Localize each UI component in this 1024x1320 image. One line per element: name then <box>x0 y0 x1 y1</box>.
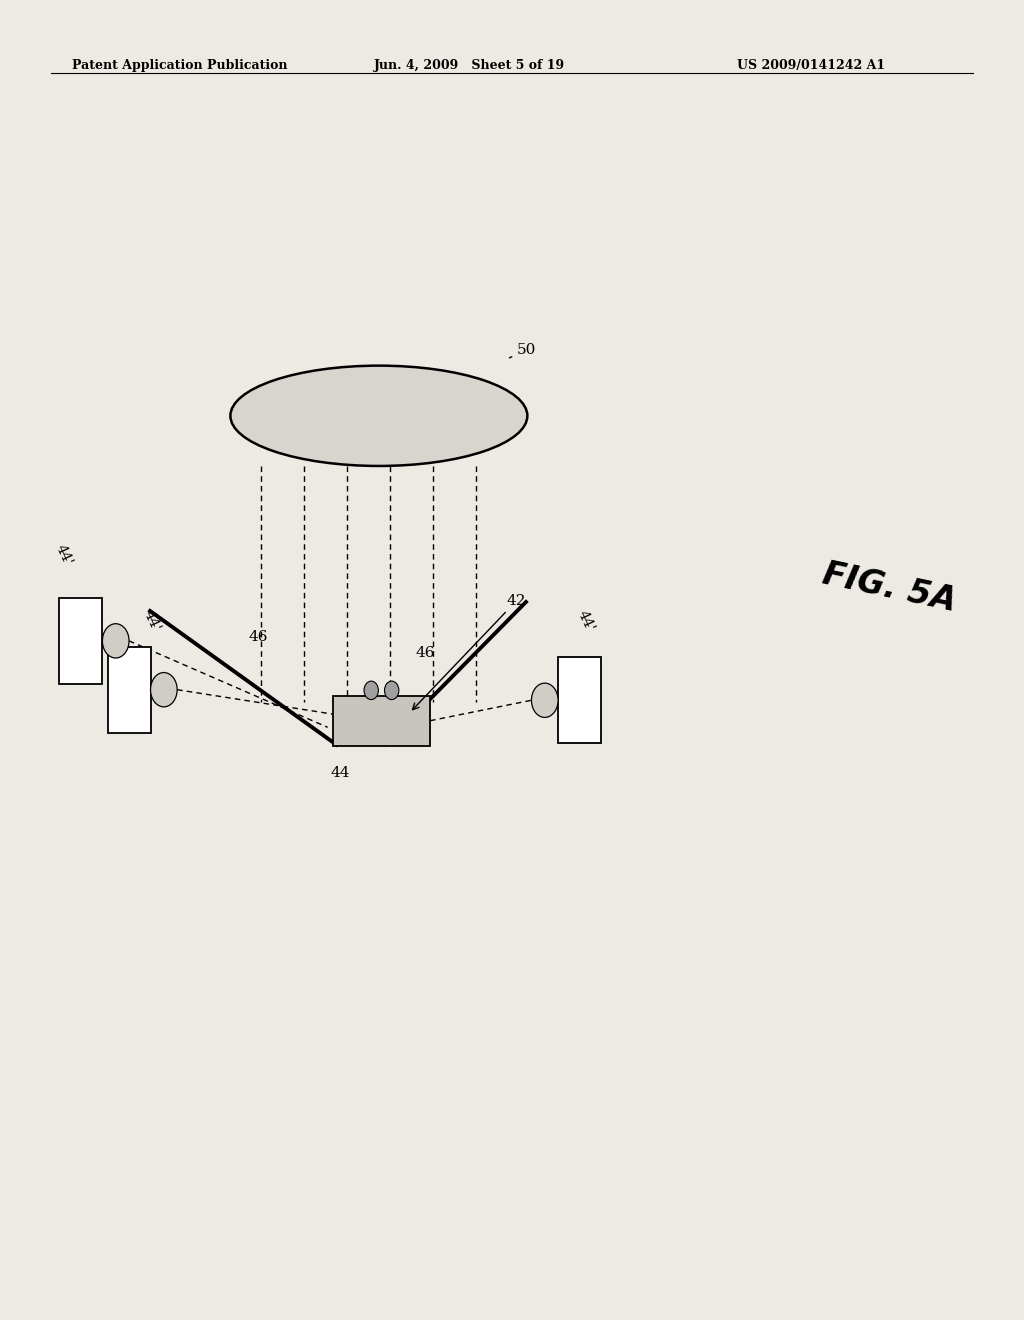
Text: 42: 42 <box>413 594 526 710</box>
Circle shape <box>151 672 177 706</box>
Circle shape <box>531 682 558 718</box>
Text: Jun. 4, 2009   Sheet 5 of 19: Jun. 4, 2009 Sheet 5 of 19 <box>374 59 565 73</box>
Circle shape <box>102 624 129 657</box>
Text: 46: 46 <box>415 645 435 660</box>
Text: 44: 44 <box>330 766 350 780</box>
Text: US 2009/0141242 A1: US 2009/0141242 A1 <box>737 59 886 73</box>
Bar <box>108 647 151 733</box>
Circle shape <box>365 681 379 700</box>
Circle shape <box>385 681 399 700</box>
Text: 50: 50 <box>509 343 537 358</box>
Bar <box>558 657 601 743</box>
Text: FIG. 5A: FIG. 5A <box>819 557 958 618</box>
Ellipse shape <box>230 366 527 466</box>
Text: Patent Application Publication: Patent Application Publication <box>72 59 287 73</box>
Text: 44': 44' <box>574 609 597 634</box>
Text: 44': 44' <box>140 609 163 634</box>
Bar <box>333 696 430 746</box>
Bar <box>59 598 102 684</box>
Text: 46: 46 <box>248 630 268 644</box>
Text: 44': 44' <box>52 543 75 568</box>
